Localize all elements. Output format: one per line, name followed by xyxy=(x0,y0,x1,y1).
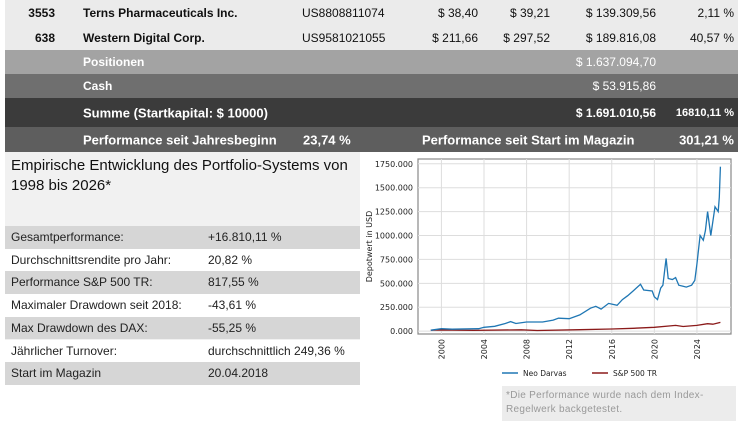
y-tick-label: 0.000 xyxy=(390,327,413,336)
footnote: *Die Performance wurde nach dem Index-Re… xyxy=(502,386,736,421)
holding-row: 3553 Terns Pharmaceuticals Inc. US880881… xyxy=(5,0,738,26)
stats-row: Start im Magazin 20.04.2018 xyxy=(5,362,360,385)
y-axis-label: Depotwert in USD xyxy=(365,211,374,283)
y-tick-label: 1750.000 xyxy=(375,160,413,169)
stats-value: 817,55 % xyxy=(208,275,259,290)
x-tick-label: 2012 xyxy=(565,339,574,359)
magazin-label: Performance seit Start im Magazin xyxy=(422,132,635,147)
stats-value: 20.04.2018 xyxy=(208,366,269,381)
stats-row: Performance S&P 500 TR: 817,55 % xyxy=(5,271,360,295)
stats-label: Max Drawdown des DAX: xyxy=(11,320,148,335)
stats-label: Durchschnittsrendite pro Jahr: xyxy=(11,252,172,267)
buy-price: $ 211,66 xyxy=(432,31,478,45)
stats-label: Performance S&P 500 TR: xyxy=(11,275,153,290)
positionen-label: Positionen xyxy=(83,55,145,69)
stats-value: 20,82 % xyxy=(208,252,253,267)
series-line-neo-darvas xyxy=(430,166,722,331)
qty: 638 xyxy=(34,31,55,45)
stats-panel: Empirische Entwicklung des Portfolio-Sys… xyxy=(5,152,360,385)
positionen-value: $ 1.637.094,70 xyxy=(575,55,656,69)
stats-row: Maximaler Drawdown seit 2018: -43,61 % xyxy=(5,294,360,317)
buy-price: $ 38,40 xyxy=(437,6,478,20)
position-perf: 40,57 % xyxy=(689,31,734,45)
stats-label: Maximaler Drawdown seit 2018: xyxy=(11,298,182,313)
y-tick-label: 1000.000 xyxy=(375,232,413,241)
stats-value: -43,61 % xyxy=(208,298,257,313)
y-tick-label: 500.000 xyxy=(380,279,413,288)
stats-label: Jährlicher Turnover: xyxy=(11,343,118,358)
summe-label: Summe (Startkapital: $ 10000) xyxy=(83,105,268,120)
y-tick-label: 1250.000 xyxy=(375,208,413,217)
positionen-row: Positionen $ 1.637.094,70 xyxy=(5,50,738,74)
plot-area xyxy=(417,158,732,335)
magazin-value: 301,21 % xyxy=(679,132,734,147)
x-tick-label: 2024 xyxy=(693,339,702,359)
performance-chart: 0.000 250.000 500.000 750.000 1000.000 1250.0… xyxy=(365,158,732,378)
stock-name: Western Digital Corp. xyxy=(83,31,205,45)
x-tick-label: 2000 xyxy=(437,339,446,359)
legend-label: S&P 500 TR xyxy=(613,369,657,378)
stock-name: Terns Pharmaceuticals Inc. xyxy=(83,6,238,20)
stats-title: Empirische Entwicklung des Portfolio-Sys… xyxy=(11,157,348,194)
y-tick-label: 250.000 xyxy=(380,303,413,312)
position-value: $ 139.309,56 xyxy=(585,6,656,20)
stats-value: durchschnittlich 249,36 % xyxy=(208,343,345,358)
stats-row: Durchschnittsrendite pro Jahr: 20,82 % xyxy=(5,248,360,272)
stats-label: Start im Magazin xyxy=(11,366,102,381)
series-line-s-p-500-tr xyxy=(430,321,721,332)
x-tick-label: 2020 xyxy=(650,339,659,359)
cash-label: Cash xyxy=(83,79,113,93)
ytd-value: 23,74 % xyxy=(303,132,351,147)
stats-value: +16.810,11 % xyxy=(208,230,282,244)
stats-row: Jährlicher Turnover: durchschnittlich 249… xyxy=(5,339,360,363)
isin: US9581021055 xyxy=(302,31,386,45)
summe-value: $ 1.691.010,56 xyxy=(575,105,656,120)
isin: US8808811074 xyxy=(302,6,385,20)
ytd-label: Performance seit Jahresbeginn xyxy=(83,132,277,147)
performance-row: Performance seit Jahresbeginn 23,74 % Pe… xyxy=(5,127,738,152)
summe-row: Summe (Startkapital: $ 10000) $ 1.691.01… xyxy=(5,98,738,127)
x-tick-label: 2008 xyxy=(523,339,532,359)
current-price: $ 39,21 xyxy=(509,6,550,20)
cash-row: Cash $ 53.915,86 xyxy=(5,74,738,98)
position-value: $ 189.816,08 xyxy=(585,31,656,45)
legend-label: Neo Darvas xyxy=(523,369,567,378)
qty: 3553 xyxy=(28,6,55,20)
summe-perf: 16810,11 % xyxy=(675,106,734,119)
x-tick-label: 2004 xyxy=(480,339,489,359)
current-price: $ 297,52 xyxy=(503,31,550,45)
stats-label: Gesamtperformance: xyxy=(11,230,124,244)
x-tick-label: 2016 xyxy=(608,339,617,359)
holding-row: 638 Western Digital Corp. US9581021055 $… xyxy=(5,26,738,50)
stats-value: -55,25 % xyxy=(208,320,257,335)
stats-row: Gesamtperformance: +16.810,11 % xyxy=(5,226,360,249)
stats-row: Max Drawdown des DAX: -55,25 % xyxy=(5,316,360,340)
cash-value: $ 53.915,86 xyxy=(592,79,656,93)
position-perf: 2,11 % xyxy=(697,6,734,20)
y-tick-label: 750.000 xyxy=(380,255,413,264)
y-tick-label: 1500.000 xyxy=(375,184,413,193)
